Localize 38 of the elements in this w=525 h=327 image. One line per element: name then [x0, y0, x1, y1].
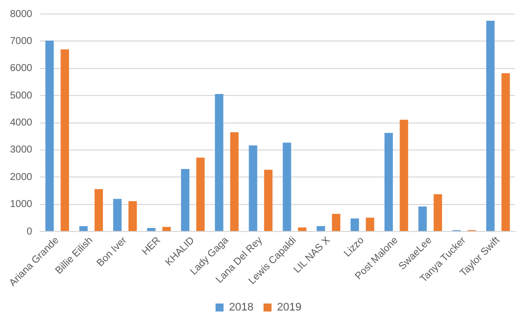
bar	[214, 94, 224, 232]
y-tick-label: 8000	[10, 8, 33, 20]
bar	[128, 201, 137, 232]
bar	[316, 226, 326, 232]
bar	[162, 226, 171, 232]
bar	[196, 158, 205, 232]
bar	[366, 218, 374, 232]
bar	[94, 189, 103, 232]
bar	[113, 198, 122, 232]
bar	[147, 228, 156, 232]
y-tick-label: 4000	[10, 118, 33, 129]
bar	[501, 73, 510, 232]
y-tick-label: 5000	[10, 90, 33, 102]
bar	[400, 120, 408, 232]
y-tick-label: 6000	[10, 63, 33, 74]
bar	[248, 145, 258, 232]
legend-label: 2018	[229, 302, 254, 314]
y-tick-label: 3000	[10, 144, 33, 156]
bar	[45, 40, 54, 232]
legend-label: 2019	[277, 302, 302, 314]
bar	[486, 20, 495, 232]
bar	[434, 194, 442, 232]
bar	[79, 226, 88, 232]
bar	[230, 132, 239, 232]
y-tick-label: 2000	[10, 172, 33, 183]
x-tick-label: Bon Iver	[94, 234, 130, 270]
bar	[350, 218, 359, 232]
y-tick-label: 1000	[10, 199, 33, 210]
bar	[60, 49, 70, 232]
y-tick-label: 7000	[10, 36, 33, 47]
bar	[181, 168, 190, 232]
bar	[418, 206, 427, 232]
bar	[282, 142, 292, 232]
bar	[384, 132, 393, 232]
bar	[332, 214, 340, 232]
bar	[298, 227, 306, 232]
y-tick-label: 0	[26, 226, 33, 238]
bar	[264, 170, 272, 232]
